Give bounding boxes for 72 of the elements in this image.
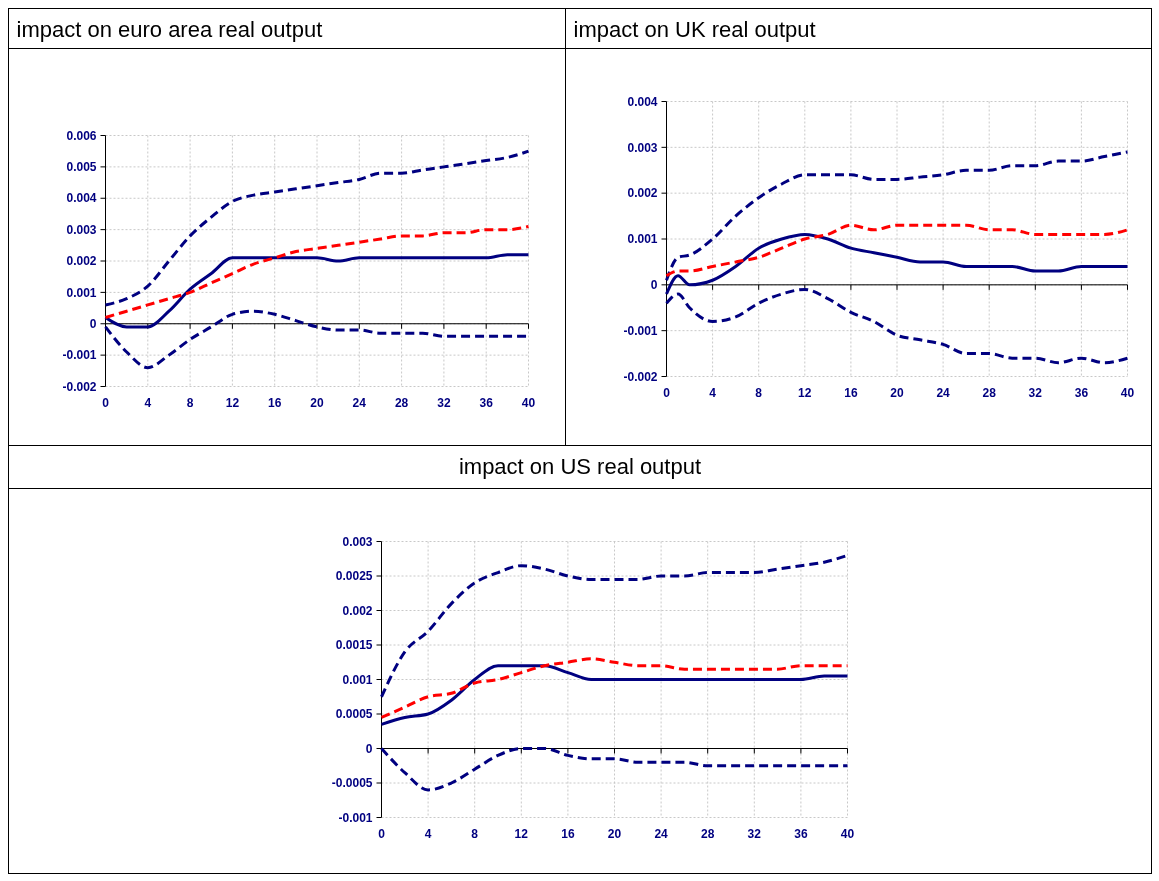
x-tick-label: 28 <box>701 826 715 841</box>
x-tick-label: 32 <box>1028 385 1043 400</box>
y-tick-label: 0.003 <box>66 222 97 237</box>
y-tick-label: 0.002 <box>627 186 658 201</box>
line-series <box>380 657 849 719</box>
line-series <box>380 747 849 792</box>
y-tick-label: 0.002 <box>342 603 373 618</box>
line-series <box>665 287 1129 365</box>
y-tick-label: -0.002 <box>623 369 658 384</box>
x-tick-label: 28 <box>394 395 409 410</box>
x-tick-label: 32 <box>437 395 451 410</box>
x-tick-label: 24 <box>654 826 669 841</box>
x-tick-label: 40 <box>1120 385 1135 400</box>
x-tick-label: 12 <box>798 385 812 400</box>
y-tick-label: 0.001 <box>66 285 97 300</box>
line-series <box>380 553 849 699</box>
x-tick-label: 36 <box>1074 385 1089 400</box>
y-tick-label: 0.004 <box>627 94 658 109</box>
x-tick-label: 24 <box>936 385 951 400</box>
y-tick-label: 0.002 <box>66 254 97 269</box>
x-tick-label: 28 <box>982 385 997 400</box>
chart-title: impact on US real output <box>458 453 702 479</box>
x-tick-label: 24 <box>352 395 367 410</box>
line-series <box>380 664 849 726</box>
x-tick-label: 40 <box>840 826 855 841</box>
x-tick-label: 0 <box>378 826 386 841</box>
line-series <box>665 232 1129 296</box>
line-series <box>104 224 530 319</box>
line-series <box>104 149 530 307</box>
x-tick-label: 0 <box>102 395 110 410</box>
x-tick-label: 4 <box>709 385 717 400</box>
x-tick-label: 36 <box>479 395 494 410</box>
x-tick-label: 4 <box>144 395 152 410</box>
y-tick-label: -0.0005 <box>331 776 373 791</box>
y-tick-label: -0.001 <box>62 348 97 363</box>
x-tick-label: 20 <box>607 826 622 841</box>
x-tick-label: 20 <box>890 385 904 400</box>
x-tick-label: 8 <box>755 385 763 400</box>
chart-title: impact on euro area real output <box>16 16 323 42</box>
line-series <box>104 253 530 329</box>
line-series <box>665 223 1129 278</box>
x-tick-label: 32 <box>747 826 762 841</box>
y-tick-label: -0.001 <box>338 810 373 825</box>
y-tick-label: 0.006 <box>66 128 97 143</box>
x-tick-label: 16 <box>844 385 858 400</box>
y-tick-label: 0.001 <box>627 232 658 247</box>
y-tick-label: 0.0015 <box>335 638 373 653</box>
y-tick-label: 0.004 <box>66 191 97 206</box>
y-tick-label: -0.001 <box>623 323 658 338</box>
x-tick-label: 12 <box>225 395 240 410</box>
line-series <box>665 150 1129 282</box>
x-tick-label: 40 <box>521 395 536 410</box>
x-tick-label: 8 <box>186 395 194 410</box>
y-tick-label: 0.003 <box>342 534 373 549</box>
y-tick-label: 0.005 <box>66 160 97 175</box>
x-tick-label: 16 <box>561 826 575 841</box>
x-tick-label: 36 <box>794 826 808 841</box>
x-tick-label: 16 <box>268 395 282 410</box>
chart-title: impact on UK real output <box>573 16 816 42</box>
y-tick-label: 0.003 <box>627 140 658 155</box>
y-tick-label: -0.002 <box>62 379 97 394</box>
x-tick-label: 0 <box>663 385 671 400</box>
y-tick-label: 0.0025 <box>335 569 373 584</box>
x-tick-label: 12 <box>514 826 529 841</box>
y-tick-label: 0 <box>89 316 97 331</box>
y-tick-label: 0.001 <box>342 672 373 687</box>
x-tick-label: 8 <box>471 826 479 841</box>
x-tick-label: 4 <box>424 826 432 841</box>
x-tick-label: 20 <box>310 395 324 410</box>
y-tick-label: 0.0005 <box>335 707 373 722</box>
y-tick-label: 0 <box>650 278 658 293</box>
y-tick-label: 0 <box>365 741 373 756</box>
